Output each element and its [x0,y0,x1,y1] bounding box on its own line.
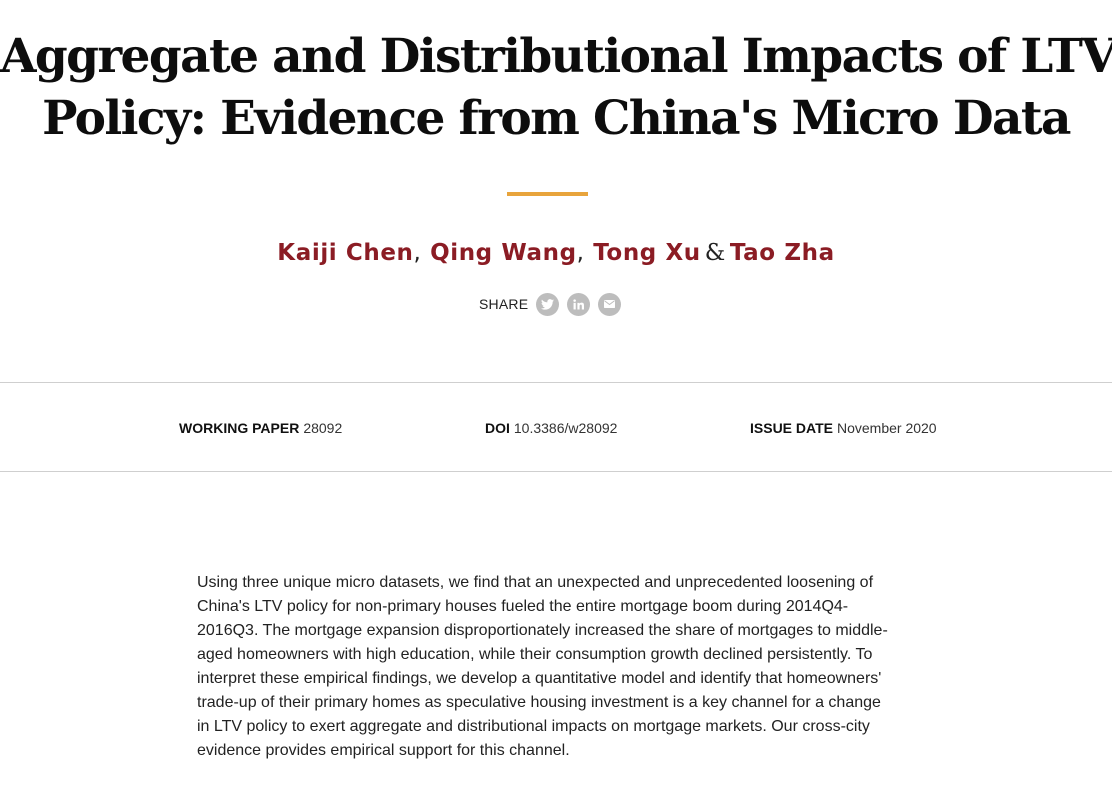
author-link-tao-zha[interactable]: Tao Zha [729,240,835,266]
share-email-button[interactable] [598,292,622,316]
paper-title-line-2: Policy: Evidence from China's Micro Data [42,91,1071,146]
issue-date-value: November 2020 [836,420,937,436]
doi-value: 10.3386/w28092 [513,420,618,436]
author-list: Kaiji Chen, Qing Wang, Tong Xu & Tao Zha [0,238,1112,268]
abstract-text: Using three unique micro datasets, we fi… [197,574,888,759]
paper-title-line-1: Aggregate and Distributional Impacts of … [0,29,1112,84]
working-paper-value: 28092 [303,420,343,436]
doi: DOI 10.3386/w28092 [485,419,617,437]
share-bar: SHARE [479,292,629,316]
working-paper-label: WORKING PAPER [179,420,300,436]
share-linkedin-button[interactable] [567,292,591,316]
author-link-qing-wang[interactable]: Qing Wang [430,240,577,266]
email-icon [604,300,616,308]
author-separator-comma: , [413,240,422,266]
working-paper-number: WORKING PAPER 28092 [179,419,342,437]
issue-date: ISSUE DATE November 2020 [750,419,937,437]
share-twitter-button[interactable] [536,292,560,316]
paper-title: Aggregate and Distributional Impacts of … [0,26,1112,150]
issue-date-label: ISSUE DATE [750,420,833,436]
twitter-icon [541,298,555,310]
author-separator-ampersand: & [704,240,726,266]
paper-metadata-bar: WORKING PAPER 28092 DOI 10.3386/w28092 ISS… [0,382,1112,472]
share-label: SHARE [479,296,529,312]
linkedin-icon [573,298,585,309]
doi-label: DOI [485,420,510,436]
author-link-tong-xu[interactable]: Tong Xu [593,240,701,266]
author-link-kaiji-chen[interactable]: Kaiji Chen [277,240,414,266]
author-separator-comma: , [576,240,585,266]
title-accent-rule [507,192,588,196]
